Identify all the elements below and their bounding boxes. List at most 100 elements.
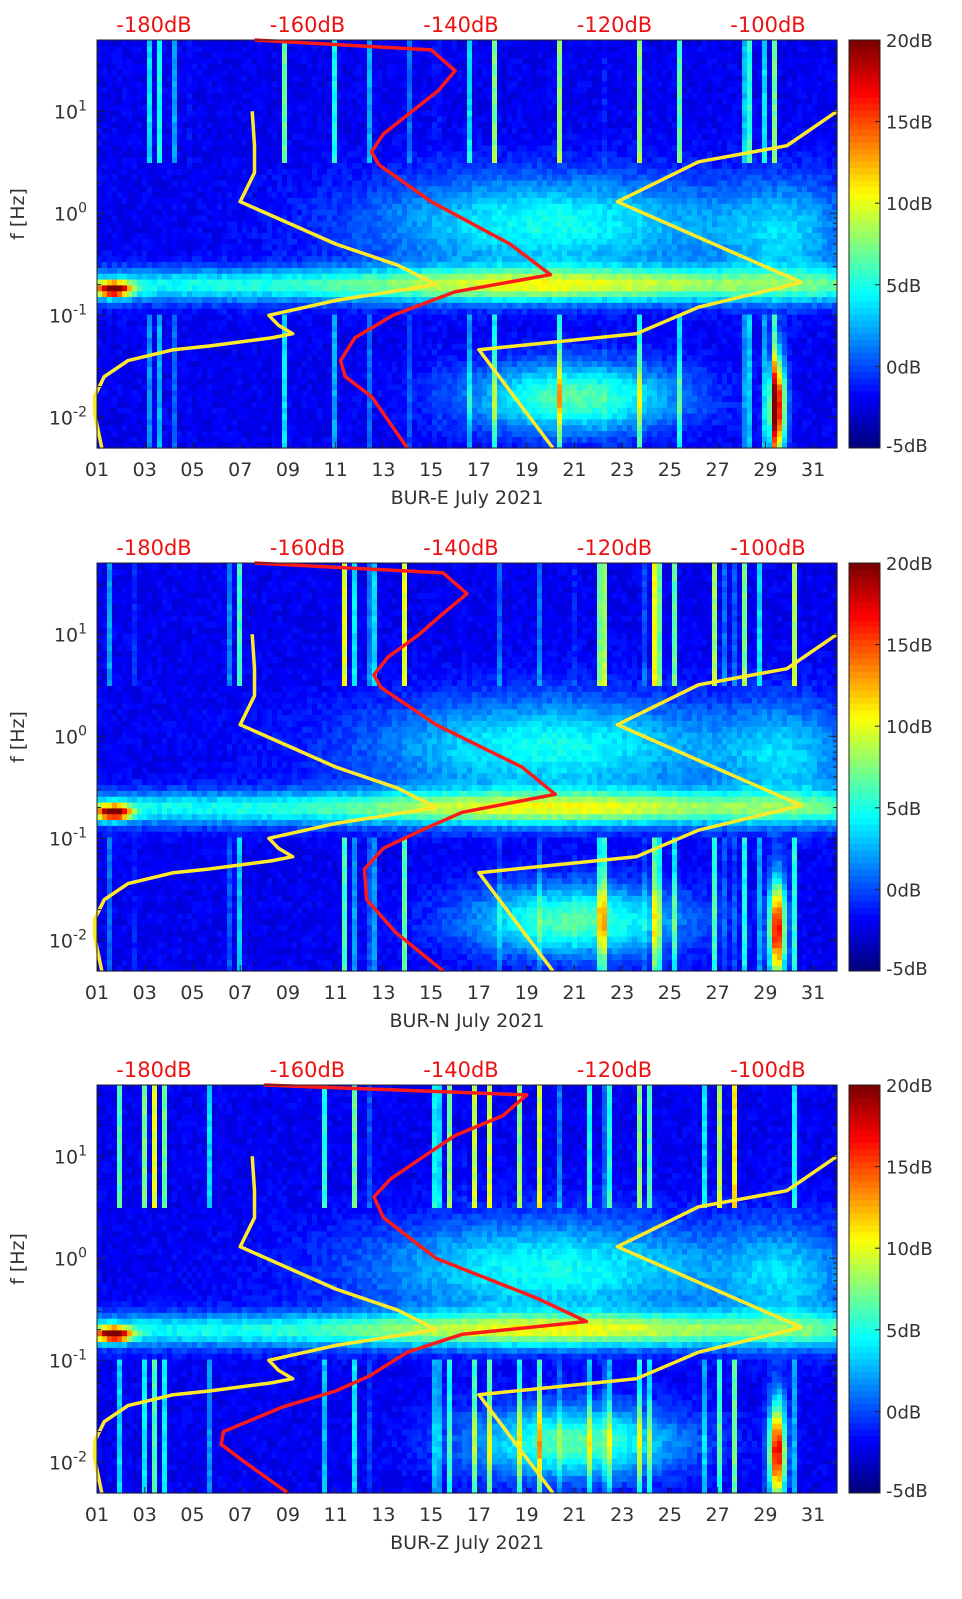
- heatmap-cell: [102, 232, 108, 239]
- heatmap-cell: [362, 86, 368, 94]
- heatmap-cell: [257, 296, 263, 303]
- heatmap-cell: [382, 74, 388, 82]
- heatmap-cell: [272, 45, 278, 53]
- heatmap-cell: [142, 74, 148, 82]
- heatmap-cell: [237, 80, 243, 88]
- heatmap-cell: [382, 436, 388, 443]
- heatmap-cell: [257, 133, 263, 140]
- heatmap-cell: [382, 197, 388, 204]
- heatmap-cell: [252, 255, 258, 263]
- heatmap-cell: [137, 109, 143, 117]
- heatmap-cell: [257, 249, 263, 257]
- heatmap-cell: [307, 372, 313, 379]
- heatmap-cell: [317, 354, 323, 362]
- heatmap-cell: [97, 413, 103, 420]
- heatmap-cell: [422, 343, 428, 350]
- heatmap-cell: [232, 109, 238, 117]
- heatmap-cell: [217, 74, 223, 82]
- heatmap-cell: [182, 331, 188, 338]
- heatmap-cell: [332, 92, 338, 99]
- heatmap-cell: [107, 104, 113, 111]
- heatmap-cell: [207, 389, 213, 397]
- heatmap-cell: [447, 115, 453, 123]
- heatmap-cell: [382, 98, 388, 105]
- heatmap-cell: [227, 337, 233, 344]
- heatmap-cell: [392, 383, 398, 391]
- heatmap-cell: [377, 360, 383, 367]
- heatmap-cell: [117, 395, 123, 402]
- heatmap-cell: [347, 174, 353, 181]
- heatmap-cell: [422, 203, 428, 210]
- heatmap-cell: [177, 383, 183, 391]
- heatmap-cell: [192, 162, 198, 169]
- heatmap-cell: [172, 209, 178, 216]
- heatmap-cell: [132, 139, 138, 146]
- heatmap-cell: [102, 104, 108, 111]
- heatmap-cell: [242, 348, 248, 356]
- heatmap-cell: [197, 442, 203, 449]
- heatmap-cell: [312, 45, 318, 53]
- heatmap-cell: [347, 372, 353, 379]
- heatmap-cell: [232, 290, 238, 298]
- heatmap-cell: [197, 63, 203, 70]
- heatmap-cell: [292, 220, 298, 228]
- heatmap-cell: [242, 261, 248, 268]
- heatmap-cell: [412, 144, 418, 152]
- heatmap-cell: [127, 104, 133, 111]
- heatmap-cell: [102, 442, 108, 449]
- heatmap-cell: [382, 430, 388, 437]
- heatmap-cell: [142, 179, 148, 187]
- heatmap-cell: [442, 389, 448, 397]
- heatmap-cell: [192, 366, 198, 373]
- heatmap-cell: [192, 80, 198, 88]
- heatmap-cell: [217, 249, 223, 257]
- heatmap-cell: [232, 273, 238, 280]
- heatmap-cell: [137, 92, 143, 99]
- heatmap-cell: [427, 109, 433, 117]
- heatmap-cell: [302, 255, 308, 263]
- heatmap-cell: [442, 308, 448, 315]
- heatmap-cell: [152, 290, 158, 298]
- heatmap-cell: [417, 115, 423, 123]
- heatmap-cell: [387, 232, 393, 239]
- heatmap-cell: [177, 98, 183, 105]
- heatmap-cell: [362, 366, 368, 373]
- heatmap-cell: [387, 226, 393, 233]
- heatmap-cell: [317, 436, 323, 443]
- heatmap-cell: [197, 273, 203, 280]
- heatmap-cell: [322, 442, 328, 449]
- heatmap-cell: [107, 360, 113, 367]
- heatmap-cell: [367, 127, 373, 134]
- heatmap-cell: [187, 238, 193, 245]
- heatmap-cell: [382, 144, 388, 152]
- heatmap-cell: [377, 372, 383, 379]
- heatmap-cell: [317, 86, 323, 94]
- heatmap-cell: [397, 331, 403, 338]
- heatmap-cell: [307, 290, 313, 298]
- heatmap-cell: [392, 372, 398, 379]
- heatmap-cell: [267, 354, 273, 362]
- heatmap-cell: [162, 401, 168, 408]
- heatmap-cell: [142, 133, 148, 140]
- heatmap-cell: [327, 150, 333, 158]
- heatmap-cell: [112, 261, 118, 268]
- heatmap-cell: [267, 98, 273, 105]
- heatmap-cell: [442, 366, 448, 373]
- heatmap-cell: [102, 430, 108, 437]
- heatmap-cell: [402, 401, 408, 408]
- heatmap-cell: [197, 383, 203, 391]
- heatmap-cell: [207, 395, 213, 402]
- heatmap-cell: [407, 162, 413, 169]
- heatmap-cell: [167, 278, 173, 286]
- heatmap-cell: [162, 185, 168, 193]
- heatmap-cell: [372, 261, 378, 268]
- heatmap-cell: [412, 174, 418, 181]
- heatmap-cell: [197, 290, 203, 298]
- heatmap-cell: [122, 139, 128, 146]
- heatmap-cell: [242, 273, 248, 280]
- heatmap-cell: [272, 296, 278, 303]
- heatmap-cell: [357, 308, 363, 315]
- heatmap-cell: [447, 343, 453, 350]
- heatmap-cell: [322, 179, 328, 187]
- heatmap-cell: [352, 226, 358, 233]
